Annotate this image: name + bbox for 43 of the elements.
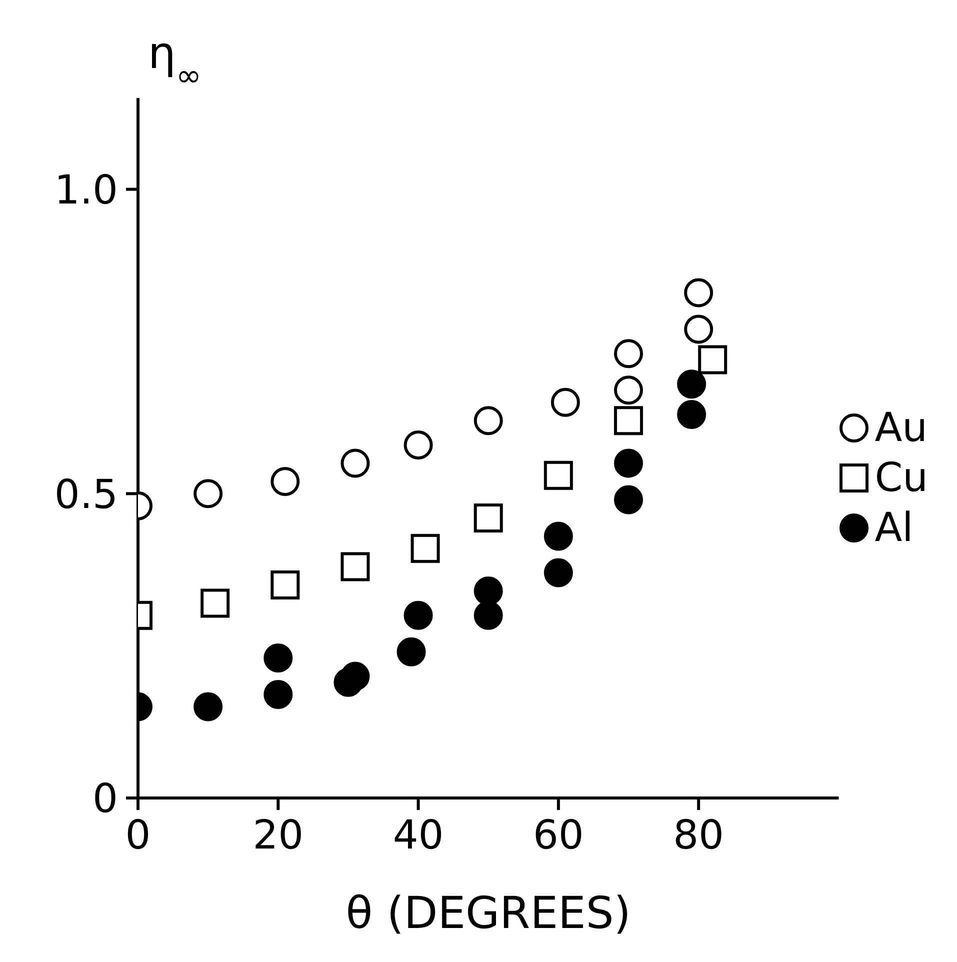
point (270, 466, 300, 496)
legend-label: Cu (874, 455, 928, 501)
point (474, 406, 503, 436)
x-axis-title: θ (DEGREES) (346, 888, 631, 939)
point (194, 479, 223, 508)
point (614, 376, 644, 405)
point (340, 552, 370, 582)
point (404, 430, 433, 460)
x-tick-label: 20 (252, 812, 304, 858)
point (410, 534, 440, 563)
point (684, 314, 714, 344)
point (677, 400, 706, 430)
y-tick-label: 0.5 (54, 472, 118, 518)
point (200, 588, 230, 618)
point (340, 662, 370, 691)
y-tick-label: 0 (92, 776, 118, 822)
point (550, 388, 580, 417)
point (396, 637, 426, 666)
point (614, 448, 644, 478)
legend-label: Al (874, 505, 914, 551)
x-tick-label: 80 (673, 812, 724, 858)
point (684, 278, 714, 308)
point (677, 370, 706, 399)
point (264, 644, 293, 672)
point (544, 460, 573, 490)
point (474, 504, 503, 532)
point (544, 522, 573, 551)
x-tick-label: 40 (392, 812, 444, 858)
point (698, 345, 728, 374)
point (614, 485, 644, 514)
point (340, 448, 370, 478)
point (270, 570, 300, 600)
legend-label: Au (874, 405, 928, 451)
point (614, 406, 644, 436)
point (614, 339, 644, 368)
x-tick-label: 60 (532, 812, 584, 858)
x-tick-label: 0 (125, 812, 151, 858)
point (404, 600, 433, 630)
y-axis-title: η$_{∞}$ (148, 28, 202, 94)
y-tick-label: 1.0 (54, 168, 118, 214)
point (264, 680, 293, 710)
point (544, 558, 573, 588)
point (194, 692, 223, 722)
